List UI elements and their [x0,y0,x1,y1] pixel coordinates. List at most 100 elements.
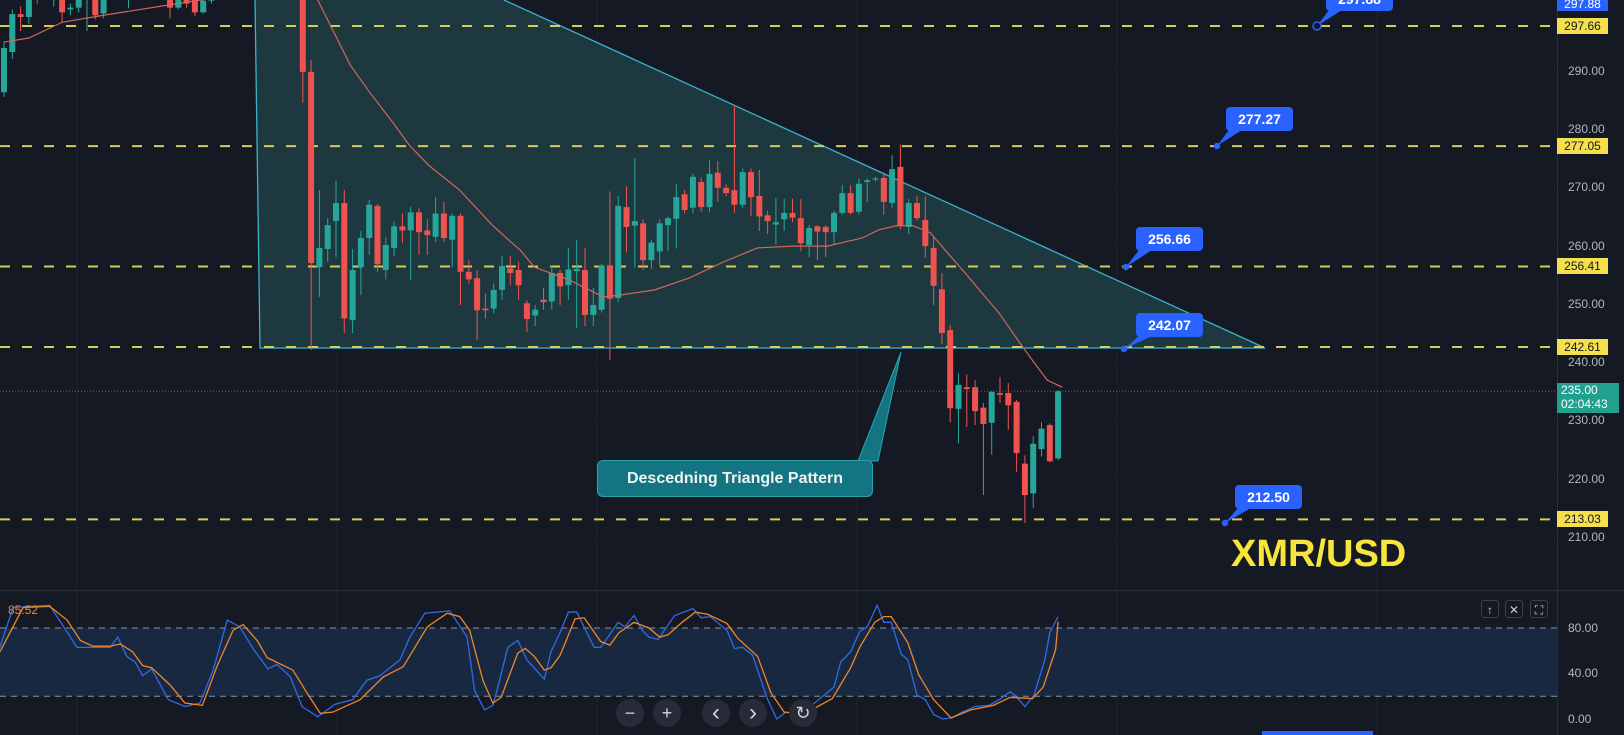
candle [864,178,871,202]
level-price-label: 256.41 [1557,258,1608,275]
candle-body [947,330,954,409]
candle [17,6,24,32]
callout-pointer [1317,10,1342,26]
callout-anchor[interactable] [1312,21,1322,31]
candle-body [540,299,547,303]
candle [349,249,356,334]
candle-body [565,269,572,286]
candle [523,300,530,332]
pane-close-button[interactable]: ✕ [1505,600,1523,618]
price-tick-label: 210.00 [1568,530,1605,545]
candle [623,186,630,253]
candle [324,218,331,262]
candle [806,225,813,258]
candle-body [9,14,16,53]
callout-pointers [1120,10,1342,527]
candle-body [200,0,207,13]
candle-body [756,196,763,217]
candle-body [532,309,539,316]
candle [615,196,622,303]
candle [673,183,680,249]
price-callout[interactable]: 212.50 [1235,485,1302,509]
zoom-in-icon: + [661,703,673,723]
candle-body [349,270,356,321]
candle [681,190,688,214]
candle [128,0,129,9]
candle-body [698,182,705,208]
pane-move-up-button[interactable]: ↑ [1481,600,1499,618]
scroll-right-button[interactable]: › [739,699,767,727]
candle [391,221,398,257]
candle [341,190,348,334]
candle [457,213,464,306]
candle [723,184,730,197]
pane-maximize-button[interactable]: ⛶ [1530,600,1548,618]
candle [914,196,920,221]
candle-body [789,212,796,218]
candle [938,272,945,345]
callout-pointer [1126,250,1152,267]
candle [407,207,414,281]
candle-body [648,242,655,261]
candle [822,225,829,258]
candle [515,261,522,300]
reset-chart-button[interactable]: ↻ [789,699,817,727]
candle [855,178,862,215]
pattern-annotation-label[interactable]: Descedning Triangle Pattern [597,460,873,497]
candle-body [880,177,887,202]
candle [656,219,663,266]
candle [308,60,315,350]
scroll-left-button[interactable]: ‹ [702,699,730,727]
candle [100,0,107,19]
callout-anchor[interactable] [1213,142,1221,150]
callout-anchor[interactable] [1120,345,1128,353]
triangle-border[interactable] [254,0,1266,349]
candle [631,158,638,268]
candle-body [100,0,107,14]
price-callout[interactable]: 256.66 [1136,227,1203,251]
candle [781,198,788,231]
callout-anchor[interactable] [1221,519,1229,527]
candle [963,374,970,427]
candle-body [341,202,348,319]
candle-body [482,308,489,311]
candle-body [17,14,24,18]
symbol-watermark: XMR/USD [1231,533,1407,575]
candle-body [955,384,962,409]
stoch-tick-0: 0.00 [1568,712,1592,726]
candle [748,168,754,217]
price-callout[interactable]: 242.07 [1136,313,1203,337]
candle [764,210,771,234]
zoom-in-button[interactable]: + [653,699,681,727]
candle [689,173,696,214]
candle [648,239,655,269]
candle-body [548,272,555,302]
candle [955,373,962,444]
candle [92,0,99,20]
price-tick-label: 270.00 [1568,180,1605,195]
candle-body [67,7,74,10]
zoom-out-button[interactable]: − [616,699,644,727]
candle [75,0,82,13]
maximize-icon: ⛶ [1534,603,1544,617]
candle [490,283,497,314]
price-tick-label: 290.00 [1568,63,1605,78]
candle-body [615,205,622,299]
candle [424,219,431,255]
candle-body [399,226,406,231]
price-callout[interactable]: 297.88 [1326,0,1393,11]
stochastic-band [0,628,1557,697]
candle-body [640,223,647,261]
candle-body [582,270,588,315]
candle-body [656,223,663,252]
descending-triangle-shape[interactable] [255,0,1265,348]
candle-body [590,305,597,315]
candle-body [573,268,580,272]
price-callout[interactable]: 277.27 [1226,107,1293,131]
candle-body [814,226,821,232]
candle-body [424,230,431,236]
candle [972,380,979,426]
candle [598,264,605,313]
callout-anchor[interactable] [1122,263,1130,271]
